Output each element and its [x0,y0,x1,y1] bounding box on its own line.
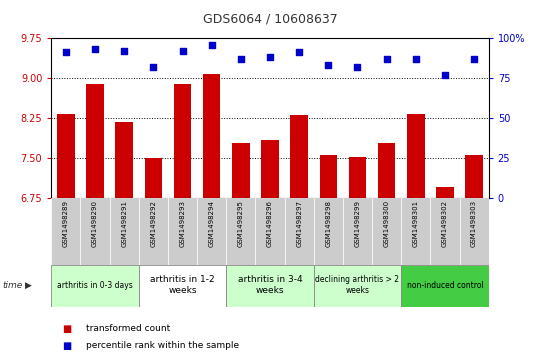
Bar [372,198,401,265]
Text: GSM1498289: GSM1498289 [63,200,69,247]
Text: percentile rank within the sample: percentile rank within the sample [86,341,240,350]
Text: GSM1498295: GSM1498295 [238,200,244,247]
Bar [232,143,249,198]
Bar [226,265,314,307]
Bar [51,265,139,307]
Text: GSM1498297: GSM1498297 [296,200,302,247]
Bar [139,265,226,307]
Point [441,72,449,78]
Point [91,46,99,52]
Point [207,42,216,48]
Bar [51,198,80,265]
Text: GSM1498290: GSM1498290 [92,200,98,247]
Point [382,56,391,62]
Point [353,64,362,70]
Text: arthritis in 1-2
weeks: arthritis in 1-2 weeks [150,275,215,295]
Bar [465,155,483,198]
Text: arthritis in 0-3 days: arthritis in 0-3 days [57,281,133,290]
Text: GSM1498299: GSM1498299 [354,200,361,247]
Bar [57,114,75,198]
Text: GSM1498300: GSM1498300 [383,200,390,247]
Text: GSM1498301: GSM1498301 [413,200,419,247]
Point [266,54,274,60]
Bar [349,157,366,198]
Point [62,50,70,56]
Point [120,48,129,54]
Text: ■: ■ [62,323,71,334]
Bar [436,187,454,198]
Point [237,56,245,62]
Text: ■: ■ [62,340,71,351]
Bar [261,140,279,198]
Bar [291,115,308,198]
Bar [86,85,104,198]
Bar [203,74,220,198]
Bar [460,198,489,265]
Bar [226,198,255,265]
Point [178,48,187,54]
Bar [174,85,191,198]
Bar [168,198,197,265]
Bar [285,198,314,265]
Bar [139,198,168,265]
Bar [255,198,285,265]
Bar [320,155,337,198]
Bar [430,198,460,265]
Text: GSM1498303: GSM1498303 [471,200,477,247]
Bar [197,198,226,265]
Text: GDS6064 / 10608637: GDS6064 / 10608637 [202,13,338,26]
Bar [378,143,395,198]
Text: GSM1498294: GSM1498294 [208,200,215,247]
Text: time: time [3,281,23,290]
Bar [401,198,430,265]
Text: non-induced control: non-induced control [407,281,483,290]
Text: ▶: ▶ [25,281,32,290]
Text: GSM1498292: GSM1498292 [150,200,157,247]
Point [470,56,478,62]
Bar [401,265,489,307]
Text: GSM1498293: GSM1498293 [179,200,186,247]
Bar [145,158,162,198]
Bar [110,198,139,265]
Bar [343,198,372,265]
Bar [116,122,133,198]
Point [324,62,333,68]
Bar [314,198,343,265]
Point [295,50,303,56]
Point [411,56,420,62]
Text: GSM1498296: GSM1498296 [267,200,273,247]
Text: GSM1498302: GSM1498302 [442,200,448,247]
Text: transformed count: transformed count [86,324,171,333]
Text: declining arthritis > 2
weeks: declining arthritis > 2 weeks [315,275,400,295]
Point [149,64,158,70]
Text: arthritis in 3-4
weeks: arthritis in 3-4 weeks [238,275,302,295]
Bar [407,114,424,198]
Text: GSM1498291: GSM1498291 [121,200,127,247]
Text: GSM1498298: GSM1498298 [325,200,332,247]
Bar [314,265,401,307]
Bar [80,198,110,265]
